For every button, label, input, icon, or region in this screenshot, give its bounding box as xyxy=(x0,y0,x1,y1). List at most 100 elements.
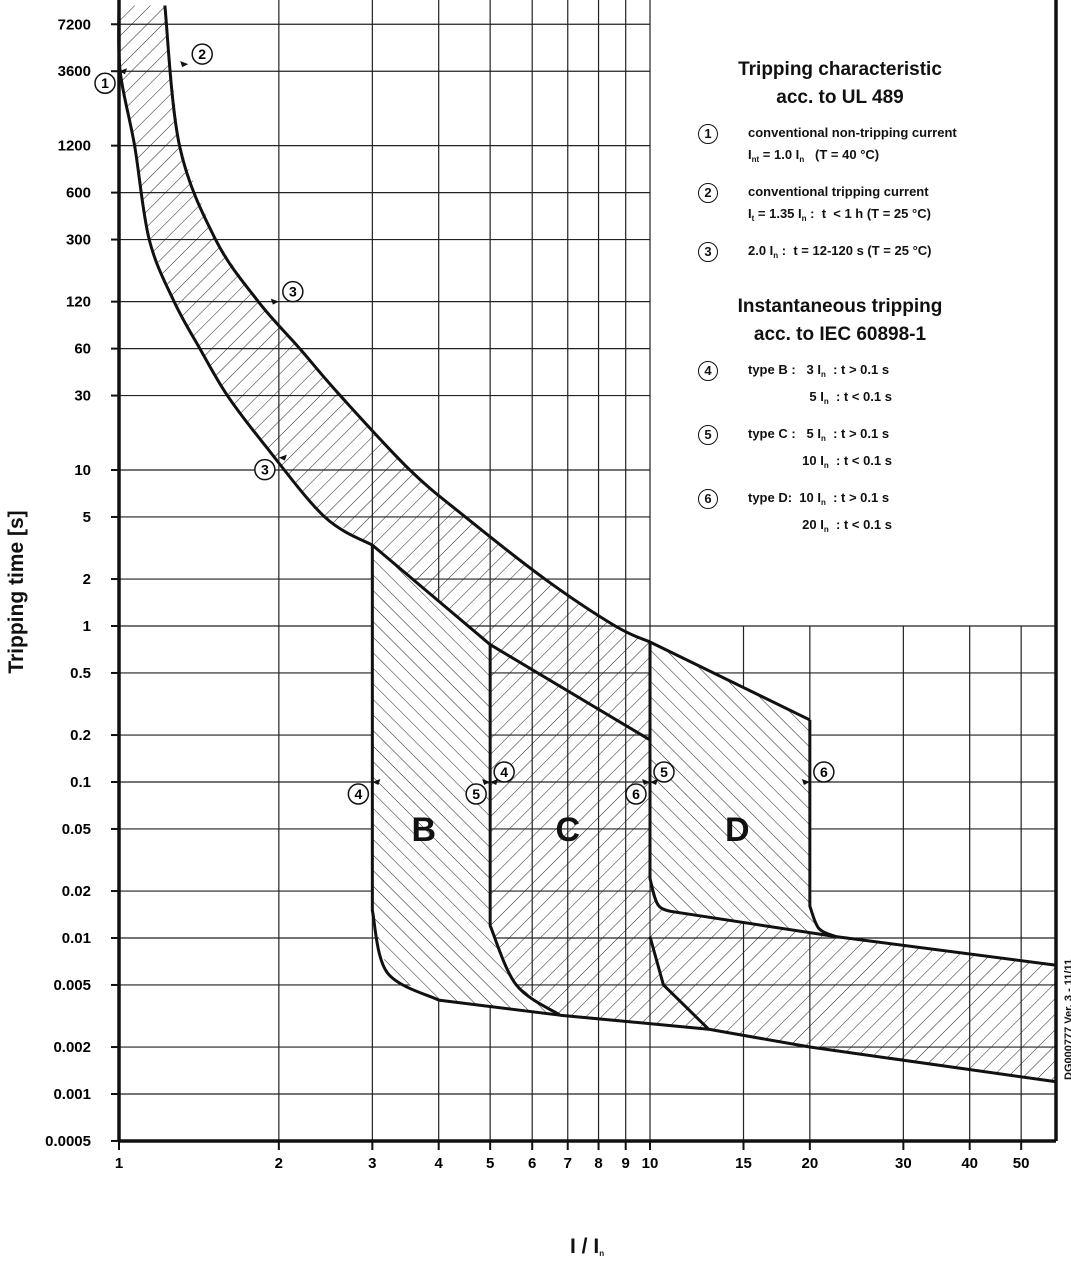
legend-line: Int = 1.0 In (T = 40 °C) xyxy=(748,144,1020,171)
legend-title-iec: Instantaneous tripping acc. to IEC 60898… xyxy=(660,293,1020,349)
marker-tick xyxy=(650,779,658,785)
legend-number-circle: 5 xyxy=(698,425,718,445)
x-tick-label: 8 xyxy=(594,1155,602,1172)
legend-item: 1 conventional non-tripping current Int = … xyxy=(690,122,1020,171)
y-tick-label: 0.02 xyxy=(62,883,91,900)
legend-item: 2 conventional tripping current It = 1.35 … xyxy=(690,181,1020,230)
marker-label: 5 xyxy=(472,786,480,802)
marker-tick xyxy=(642,779,650,785)
legend-text: (T = 40 °C) xyxy=(804,147,880,162)
subscript: nt xyxy=(751,155,760,164)
marker-tick xyxy=(490,779,499,785)
legend-text: : t < 0.1 s xyxy=(828,453,892,468)
curve-band-bottom xyxy=(438,998,1056,1084)
y-tick-label: 0.05 xyxy=(62,821,91,838)
marker-circle xyxy=(653,761,675,783)
version-label: DG000777 Ver. 3 - 11/11 xyxy=(1063,958,1071,1080)
x-axis-label-sub: n xyxy=(599,1249,605,1258)
marker-label: 5 xyxy=(660,764,668,780)
subscript: n xyxy=(820,370,826,379)
x-tick-label: 7 xyxy=(564,1155,572,1172)
legend-text: conventional tripping current xyxy=(748,184,929,199)
legend-title-ul489: Tripping characteristic acc. to UL 489 xyxy=(660,56,1020,112)
marker-tick xyxy=(372,779,381,785)
curve-thermal-upper-tail xyxy=(649,640,811,722)
legend-text: : t = 12-120 s (T = 25 °C) xyxy=(778,243,932,258)
legend-text: conventional non-tripping current xyxy=(748,125,957,140)
marker-label: 4 xyxy=(500,764,508,780)
marker-label: 3 xyxy=(261,462,269,478)
x-axis-label-main: I / I xyxy=(570,1235,600,1258)
y-tick-label: 10 xyxy=(74,462,91,479)
subscript: n xyxy=(820,498,826,507)
y-tick-label: 3600 xyxy=(58,63,91,80)
tick-labels: 1 2 3 4 5 6 7 8 9 10 15 20 30 40 507200360012006003001… xyxy=(45,16,1029,1172)
y-tick-label: 0.005 xyxy=(53,977,91,994)
legend-line: 5 In : t < 0.1 s xyxy=(748,386,1020,413)
marker-tick xyxy=(180,61,189,68)
legend-line: It = 1.35 In : t < 1 h (T = 25 °C) xyxy=(748,203,1020,230)
legend-number-circle: 3 xyxy=(698,242,718,262)
curve-thermal-lower-tail xyxy=(371,543,651,742)
curve-thermal-lower xyxy=(117,5,374,547)
legend-number-circle: 1 xyxy=(698,124,718,144)
legend-text: I xyxy=(748,206,752,221)
legend-title-line: acc. to IEC 60898-1 xyxy=(753,324,927,345)
subscript: n xyxy=(801,214,807,223)
subscript: n xyxy=(773,251,779,260)
curve-band-top xyxy=(835,935,1056,967)
legend-text: 10 I xyxy=(748,453,824,468)
legend-line: type B : 3 In : t > 0.1 s xyxy=(748,359,1020,386)
marker-circle xyxy=(347,783,370,805)
legend-text: = 1.0 I xyxy=(759,147,800,162)
y-tick-label: 1200 xyxy=(58,138,91,155)
legend-text: : t < 0.1 s xyxy=(828,517,892,532)
y-tick-label: 1 xyxy=(83,618,91,635)
legend-text: 2.0 I xyxy=(748,243,774,258)
marker-circle xyxy=(94,72,116,94)
legend-line: 20 In : t < 0.1 s xyxy=(748,514,1020,541)
marker-circle xyxy=(465,783,487,805)
legend-text: 20 I xyxy=(748,517,824,532)
x-tick-label: 6 xyxy=(528,1155,536,1172)
y-tick-label: 300 xyxy=(66,232,91,249)
x-tick-label: 9 xyxy=(622,1155,630,1172)
legend-item: 6 type D: 10 In : t > 0.1 s 20 In : t < 0… xyxy=(690,487,1020,541)
legend-items-ul489: 1 conventional non-tripping current Int = … xyxy=(690,122,1020,267)
legend-text: : t > 0.1 s xyxy=(825,490,890,505)
marker-circle xyxy=(625,783,647,805)
marker-label: 3 xyxy=(289,284,297,300)
marker-tick xyxy=(482,779,491,785)
x-tick-label: 1 xyxy=(115,1155,123,1172)
y-tick-label: 0.5 xyxy=(70,665,91,682)
legend-title-line: Instantaneous tripping xyxy=(737,296,943,317)
legend-line: type D: 10 In : t > 0.1 s xyxy=(748,487,1020,514)
region-label-b: B xyxy=(412,811,437,849)
y-tick-label: 0.2 xyxy=(70,727,91,744)
legend-text: type C : 5 I xyxy=(748,426,821,441)
legend-text: type B : 3 I xyxy=(748,362,821,377)
y-tick-label: 0.0005 xyxy=(45,1133,91,1150)
region-label-d: D xyxy=(725,811,750,849)
curve-type-c xyxy=(488,644,561,1017)
legend-number-circle: 4 xyxy=(698,361,718,381)
y-tick-label: 5 xyxy=(83,509,91,526)
curve-type-d-lower xyxy=(648,936,710,1031)
marker-label: 6 xyxy=(820,764,828,780)
subscript: n xyxy=(823,525,829,534)
marker-label: 1 xyxy=(101,75,109,91)
marker-tick xyxy=(278,454,287,461)
x-tick-label: 40 xyxy=(961,1155,978,1172)
marker-label: 2 xyxy=(198,46,206,62)
x-tick-label: 50 xyxy=(1013,1155,1030,1172)
legend-text: I xyxy=(748,147,752,162)
marker-label: 4 xyxy=(354,786,362,802)
subscript: t xyxy=(751,214,755,223)
x-tick-label: 4 xyxy=(435,1155,444,1172)
legend-line: 10 In : t < 0.1 s xyxy=(748,450,1020,477)
legend-line: conventional non-tripping current xyxy=(748,122,1020,144)
y-tick-label: 120 xyxy=(66,294,91,311)
legend-item: 5 type C : 5 In : t > 0.1 s 10 In : t < 0… xyxy=(690,423,1020,477)
legend-items-iec: 4 type B : 3 In : t > 0.1 s 5 In : t < 0.… xyxy=(690,359,1020,541)
